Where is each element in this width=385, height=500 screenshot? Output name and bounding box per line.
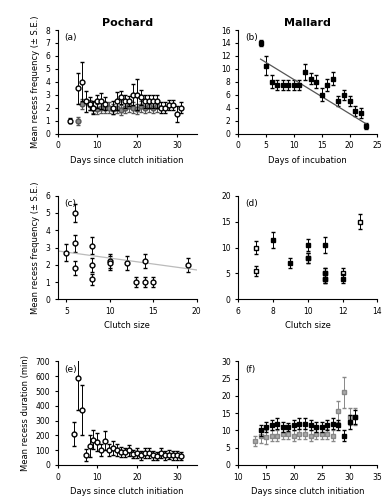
- Text: (a): (a): [65, 33, 77, 42]
- X-axis label: Clutch size: Clutch size: [104, 322, 150, 330]
- X-axis label: Days since clutch initiation: Days since clutch initiation: [70, 156, 184, 165]
- Y-axis label: Mean recess frequency (± S.E.): Mean recess frequency (± S.E.): [31, 16, 40, 148]
- X-axis label: Days since clutch initiation: Days since clutch initiation: [251, 487, 365, 496]
- X-axis label: Days since clutch initiation: Days since clutch initiation: [70, 487, 184, 496]
- Text: (d): (d): [245, 199, 258, 208]
- X-axis label: Clutch size: Clutch size: [285, 322, 331, 330]
- Text: (c): (c): [65, 199, 77, 208]
- Y-axis label: Mean recess duration (min): Mean recess duration (min): [21, 355, 30, 471]
- X-axis label: Days of incubation: Days of incubation: [268, 156, 347, 165]
- Text: (e): (e): [65, 364, 77, 374]
- Text: (b): (b): [245, 33, 258, 42]
- Title: Mallard: Mallard: [285, 18, 331, 28]
- Text: (f): (f): [245, 364, 256, 374]
- Y-axis label: Mean recess frequency (± S.E.): Mean recess frequency (± S.E.): [31, 181, 40, 314]
- Title: Pochard: Pochard: [102, 18, 153, 28]
